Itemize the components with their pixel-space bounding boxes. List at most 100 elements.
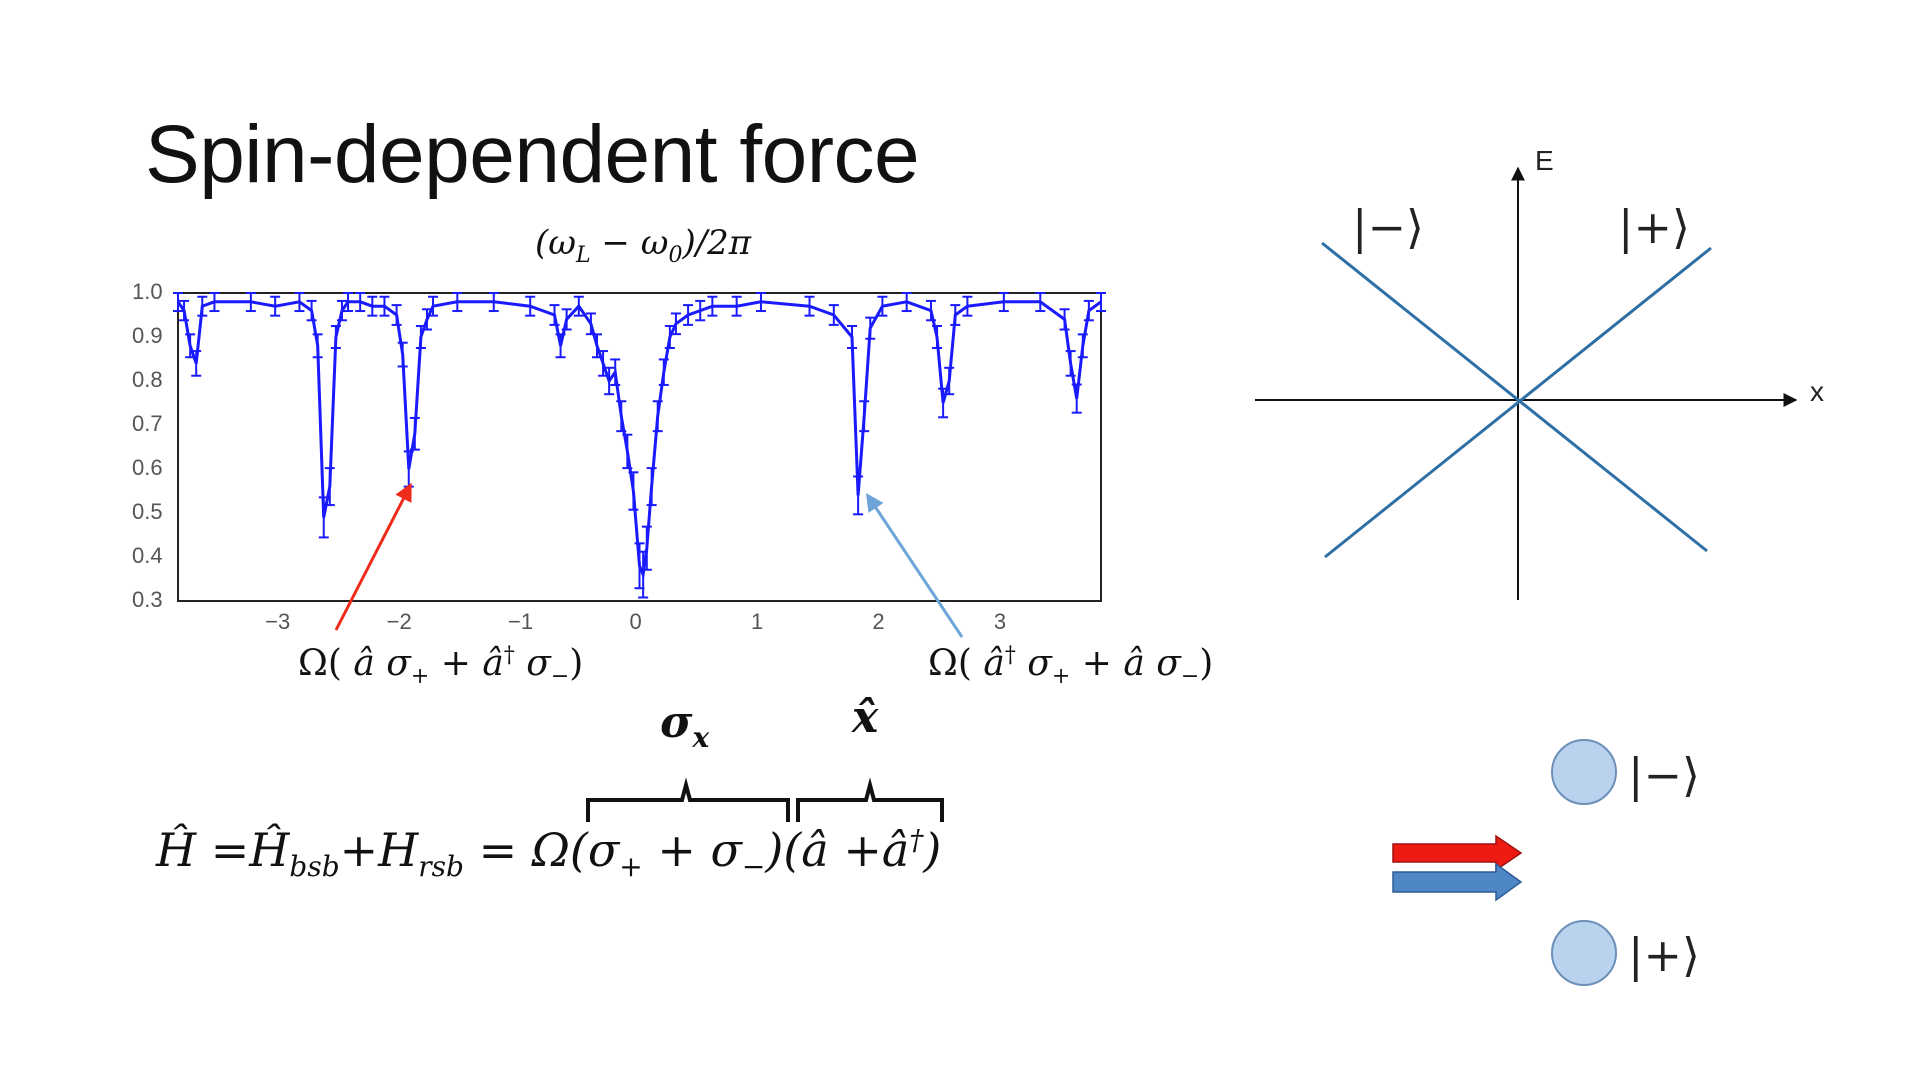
- data-point: [367, 295, 378, 317]
- chart-frame: [177, 292, 1102, 602]
- data-point: [324, 467, 335, 507]
- data-point: [391, 304, 402, 326]
- data-point: [270, 295, 281, 317]
- data-point: [409, 416, 420, 451]
- data-point: [962, 295, 973, 317]
- data-point: [185, 333, 196, 359]
- data-point: [179, 299, 190, 322]
- data-point: [488, 292, 499, 313]
- data-point: [197, 295, 208, 317]
- data-point: [245, 292, 256, 313]
- ion-minus-circle: [1551, 739, 1617, 805]
- annotation-right: Ω( â† σ+ + â σ−): [928, 643, 1214, 690]
- data-point: [670, 312, 681, 336]
- data-point: [610, 358, 621, 386]
- data-point: [525, 295, 536, 317]
- data-point: [646, 467, 657, 507]
- data-point: [998, 292, 1009, 313]
- data-point: [1096, 292, 1106, 313]
- x-tick-label: −1: [508, 609, 534, 634]
- data-point: [555, 333, 566, 359]
- data-point: [622, 433, 633, 470]
- e-axis-label: E: [1535, 145, 1554, 176]
- data-point: [306, 299, 317, 322]
- data-point: [683, 304, 694, 326]
- y-tick-label: 0.7: [132, 411, 163, 436]
- data-point: [641, 525, 652, 571]
- data-point: [1035, 292, 1046, 313]
- data-point: [421, 308, 432, 331]
- red-force-arrow: [1392, 834, 1523, 872]
- data-point: [397, 341, 408, 368]
- data-point: [925, 299, 936, 322]
- blue-force-arrow: [1392, 862, 1523, 902]
- data-point: [355, 292, 366, 313]
- spectrum-series: [176, 300, 1102, 581]
- y-tick-label: 0.8: [132, 367, 163, 392]
- x-hat-brace: [796, 777, 944, 822]
- data-point: [209, 292, 220, 313]
- data-point: [428, 295, 439, 317]
- annotation-arrow-right: [866, 493, 964, 638]
- x-tick-label: −3: [265, 609, 291, 634]
- data-point: [695, 299, 706, 322]
- x-tick-label: 2: [872, 609, 885, 634]
- minus-state-label: |−⟩: [1352, 200, 1424, 254]
- data-point: [731, 295, 742, 317]
- data-point: [1071, 383, 1082, 414]
- data-point: [616, 400, 627, 433]
- data-point: [294, 292, 305, 313]
- x-tick-label: 3: [993, 609, 1007, 634]
- data-point: [755, 292, 766, 313]
- data-point: [561, 308, 572, 331]
- data-point: [604, 366, 615, 396]
- data-point: [598, 350, 609, 377]
- data-point: [330, 325, 341, 349]
- annotation-left: Ω( â σ+ + â† σ−): [298, 643, 584, 690]
- y-tick-label: 0.9: [132, 323, 163, 348]
- data-point: [549, 304, 560, 326]
- data-point: [853, 475, 864, 516]
- data-point: [938, 387, 949, 419]
- data-point: [1077, 333, 1088, 359]
- data-point: [343, 292, 354, 313]
- plus-state-line: [1324, 246, 1712, 559]
- sigma-x-brace: [586, 777, 790, 822]
- data-point: [191, 350, 202, 377]
- ion-plus-circle: [1551, 920, 1617, 986]
- data-point: [379, 295, 390, 317]
- data-point: [415, 325, 426, 349]
- y-tick-label: 0.3: [132, 587, 163, 612]
- data-point: [336, 299, 347, 322]
- data-point: [658, 358, 669, 386]
- slide-title: Spin-dependent force: [145, 109, 920, 200]
- hamiltonian-equation: Ĥ =Ĥbsb+Hrsb = Ω(σ+ + σ−)(â +â†): [156, 823, 942, 884]
- data-point: [1059, 308, 1070, 331]
- data-point: [1083, 299, 1094, 322]
- data-point: [901, 292, 912, 313]
- data-point: [312, 333, 323, 359]
- data-point: [452, 292, 463, 313]
- data-point: [1065, 350, 1076, 377]
- data-point: [664, 325, 675, 349]
- y-tick-label: 0.4: [132, 543, 163, 568]
- data-point: [847, 325, 858, 349]
- ion-plus-label: |+⟩: [1628, 928, 1700, 982]
- data-point: [932, 325, 943, 349]
- chart-title: (ωL − ω0)/2π: [535, 223, 752, 268]
- series-line: [176, 300, 1102, 581]
- data-point: [628, 471, 639, 511]
- data-point: [950, 304, 961, 326]
- x-hat-label: x̂: [852, 692, 879, 743]
- x-axis-label: x: [1810, 376, 1824, 407]
- annotation-arrow-left: [334, 482, 412, 631]
- data-point: [804, 295, 815, 317]
- minus-state-line: [1321, 241, 1708, 553]
- x-tick-label: 1: [750, 609, 764, 634]
- data-point: [173, 292, 183, 313]
- data-point: [877, 295, 888, 317]
- ion-minus-label: |−⟩: [1628, 748, 1700, 802]
- data-point: [652, 400, 663, 433]
